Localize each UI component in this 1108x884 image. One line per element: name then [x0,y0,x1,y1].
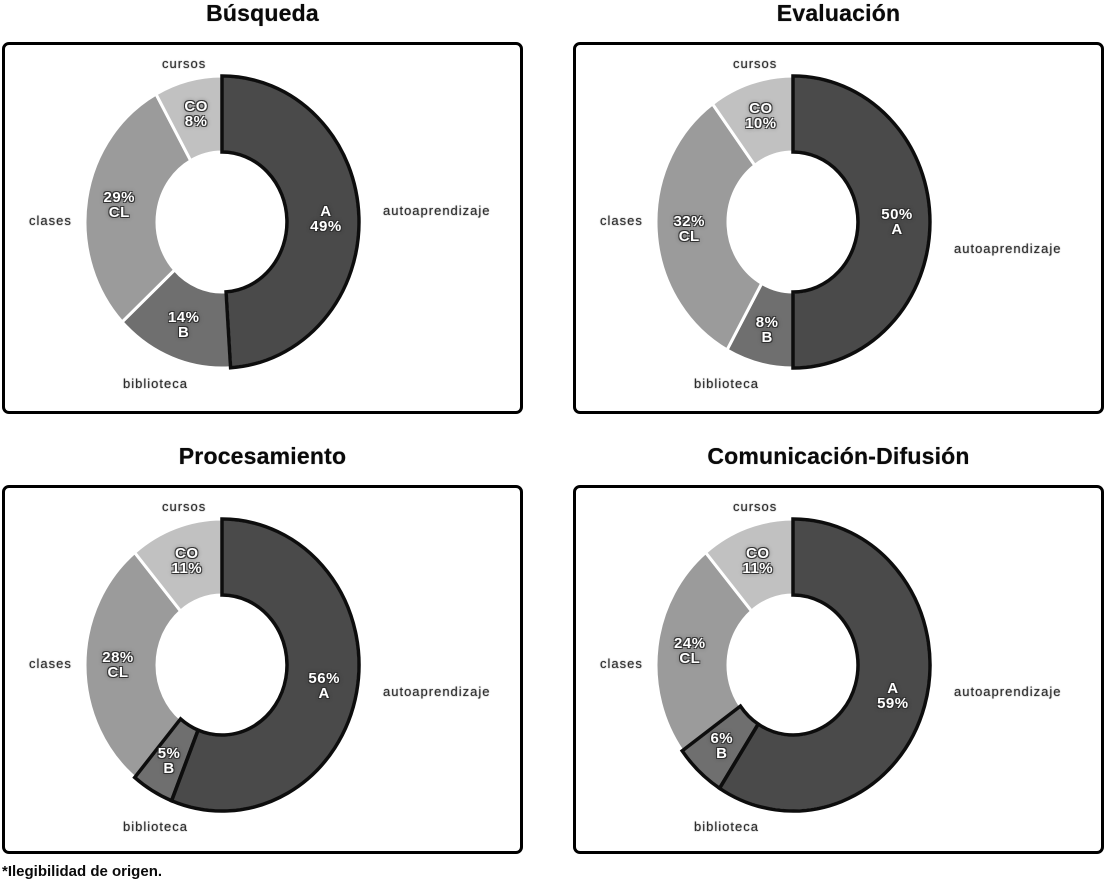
slice-label-A: 56% A [308,669,340,702]
category-label-cursos: cursos [162,56,207,71]
slice-label-B: 6% B [710,729,734,762]
slice-label-CL: 32% CL [673,212,705,245]
category-label-biblioteca: biblioteca [123,376,188,391]
slice-label-CO: CO 10% [745,100,777,133]
donut-slice-outline-autoaprendizaje [169,517,361,813]
donut-slice-clases [83,91,193,325]
slice-label-B: 8% B [755,313,779,346]
chart-title: Comunicación-Difusión [707,443,970,469]
category-label-autoaprendizaje: autoaprendizaje [383,203,491,218]
donut-slice-clases [654,550,754,753]
slice-label-A: 50% A [881,206,913,238]
donut-slice-outline-autoaprendizaje [717,517,932,813]
chart-frame-busqueda: cursos clases biblioteca autoaprendizaje… [2,42,523,414]
chart-title: Procesamiento [178,443,347,469]
chart-frame-procesamiento: cursos clases biblioteca autoaprendizaje… [2,485,523,854]
chart-panel-procesamiento: Procesamiento cursos clases biblioteca a… [2,443,523,854]
donut-chart-evaluacion [654,74,932,370]
donut-chart-comunicacion-difusion [654,517,932,813]
category-label-biblioteca: biblioteca [123,819,188,834]
slice-label-CL: 28% CL [102,649,134,681]
donut-slice-outline-autoaprendizaje [220,74,361,370]
slice-label-CO: CO 8% [184,98,208,131]
chart-panel-busqueda: Búsqueda cursos clases biblioteca autoap… [2,0,523,414]
chart-panel-comunicacion-difusion: Comunicación-Difusión cursos clases bibl… [573,443,1104,854]
slice-label-B: 5% B [157,744,181,777]
donut-slice-outline-biblioteca [132,716,201,804]
donut-slice-clases [83,550,183,780]
slice-label-B: 14% B [167,309,200,342]
category-label-clases: clases [600,656,643,671]
donut-chart-procesamiento [83,517,361,813]
category-label-cursos: cursos [733,56,778,71]
slice-label-CL: 29% CL [103,188,136,221]
donut-slice-clases [654,101,764,353]
category-label-biblioteca: biblioteca [694,376,759,391]
category-label-clases: clases [29,656,72,671]
chart-frame-comunicacion-difusion: cursos clases biblioteca autoaprendizaje… [573,485,1104,854]
chart-title: Evaluación [776,0,901,26]
category-label-autoaprendizaje: autoaprendizaje [954,684,1062,699]
slice-label-CO: CO 11% [742,544,774,577]
category-label-autoaprendizaje: autoaprendizaje [383,684,491,699]
category-label-clases: clases [600,213,643,228]
category-label-cursos: cursos [162,499,207,514]
chart-frame-evaluacion: cursos clases biblioteca autoaprendizaje… [573,42,1104,414]
category-label-autoaprendizaje: autoaprendizaje [954,241,1062,256]
category-label-clases: clases [29,213,72,228]
category-label-cursos: cursos [733,499,778,514]
slice-label-CL: 24% CL [674,635,706,668]
donut-slice-outline-biblioteca [679,703,761,791]
donut-chart-busqueda [83,74,361,370]
chart-panel-evaluacion: Evaluación cursos clases biblioteca auto… [573,0,1104,414]
footnote: *Ilegibilidad de origen. [2,863,163,880]
donut-slice-outline-autoaprendizaje [791,74,932,370]
slice-label-A: A 59% [877,679,909,712]
slice-label-A: A 49% [310,202,342,235]
chart-title: Búsqueda [206,0,319,26]
slice-label-CO: CO 11% [171,544,203,577]
category-label-biblioteca: biblioteca [694,819,759,834]
